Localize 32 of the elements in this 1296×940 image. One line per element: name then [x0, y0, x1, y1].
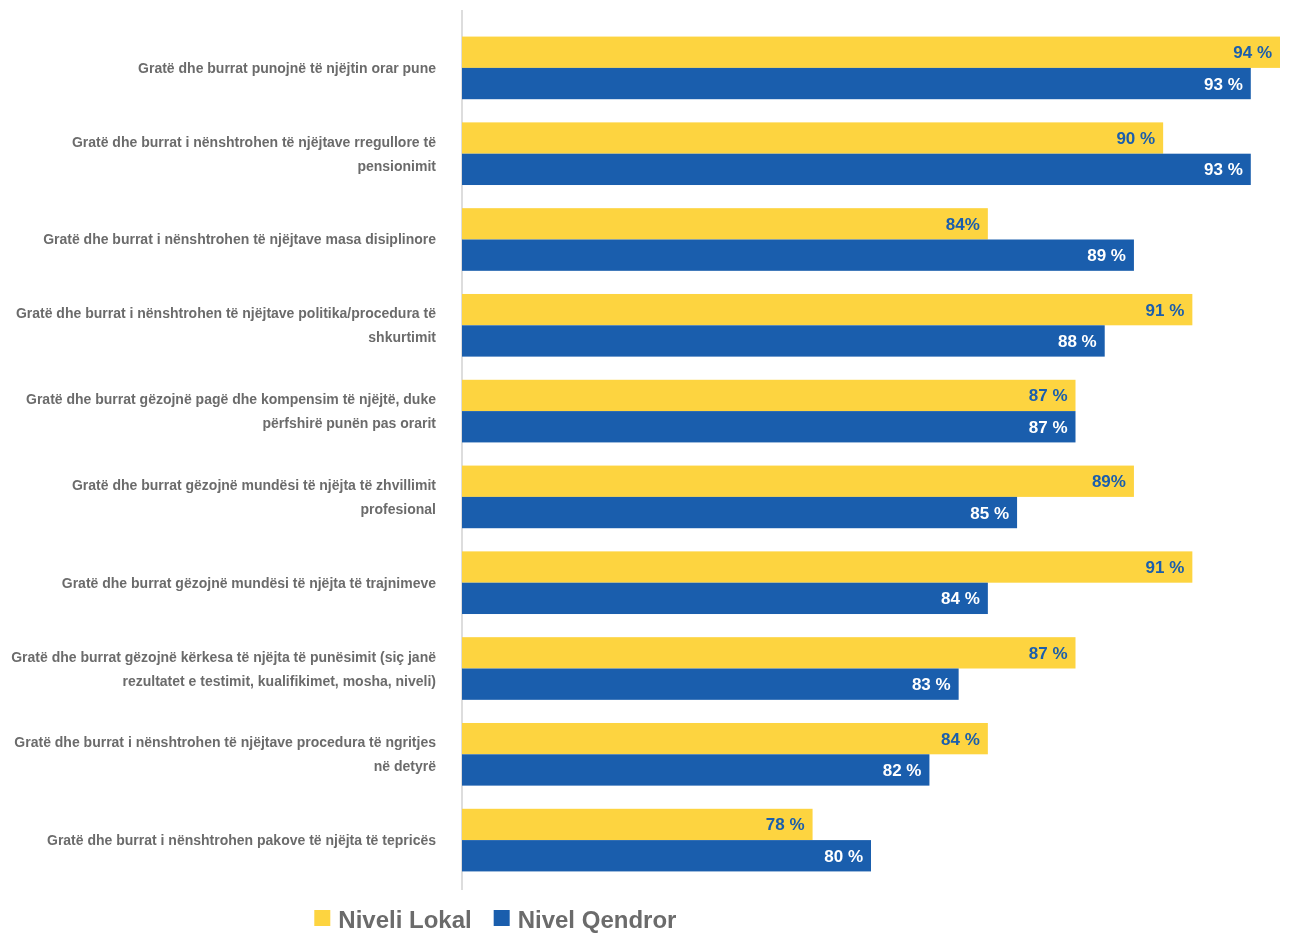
data-label: 84 % — [941, 729, 980, 749]
y-tick-label: Gratë dhe burrat gëzojnë pagë dhe kompensim të njëjtë, duke përfshirë punën pas orarit — [26, 391, 437, 432]
data-label: 85 % — [970, 503, 1010, 523]
y-tick-label: Gratë dhe burrat i nënshtrohen të njëjtave rregullore të pensionimit — [71, 133, 437, 174]
data-label: 91 % — [1145, 558, 1185, 578]
data-label: 90 % — [1116, 129, 1156, 149]
y-tick-label: Gratë dhe burrat punojnë të njëjtin orar pune — [138, 59, 437, 76]
data-label: 84% — [945, 214, 980, 234]
data-label: 87 % — [1028, 417, 1068, 437]
y-tick-label: Gratë dhe burrat gëzojnë mundësi të njëjta të zhvillimit profesional — [71, 476, 437, 517]
y-tick-label: Gratë dhe burrat gëzojnë mundësi të njëjta të trajnimeve — [61, 574, 437, 591]
data-label: 88 % — [1057, 331, 1097, 351]
data-label: 94 % — [1233, 43, 1272, 63]
data-label: 84 % — [941, 589, 980, 609]
legend-label: Nivel Qendror — [517, 906, 677, 933]
data-label: 87 % — [1028, 643, 1068, 663]
y-tick-label: Gratë dhe burrat i nënshtrohen të njëjtave politika/procedura të shkurtimit — [15, 305, 437, 346]
data-label: 87 % — [1028, 386, 1068, 406]
data-label: 83 % — [911, 675, 951, 695]
data-label: 93 % — [1204, 160, 1243, 180]
y-tick-label: Gratë dhe burrat i nënshtrohen të njëjtave masa disiplinore — [43, 231, 437, 248]
y-tick-label: Gratë dhe burrat i nënshtrohen pakove të njëjta të tepricës — [47, 832, 437, 849]
y-tick-label: Gratë dhe burrat i nënshtrohen të njëjtave procedura të ngritjes në detyrë — [14, 734, 437, 775]
data-label: 82 % — [882, 760, 922, 780]
data-label: 89% — [1091, 472, 1126, 492]
data-label: 93 % — [1204, 74, 1243, 94]
data-label: 89 % — [1087, 246, 1126, 266]
y-tick-label: Gratë dhe burrat gëzojnë kërkesa të njëjta të punësimit (siç janë rezultatet e testimit, kualifikimet, mosha, niveli) — [11, 648, 437, 689]
legend-label: Niveli Lokal — [338, 906, 472, 933]
data-label: 80 % — [824, 846, 863, 866]
data-label: 78 % — [765, 815, 805, 835]
data-label: 91 % — [1145, 300, 1185, 320]
